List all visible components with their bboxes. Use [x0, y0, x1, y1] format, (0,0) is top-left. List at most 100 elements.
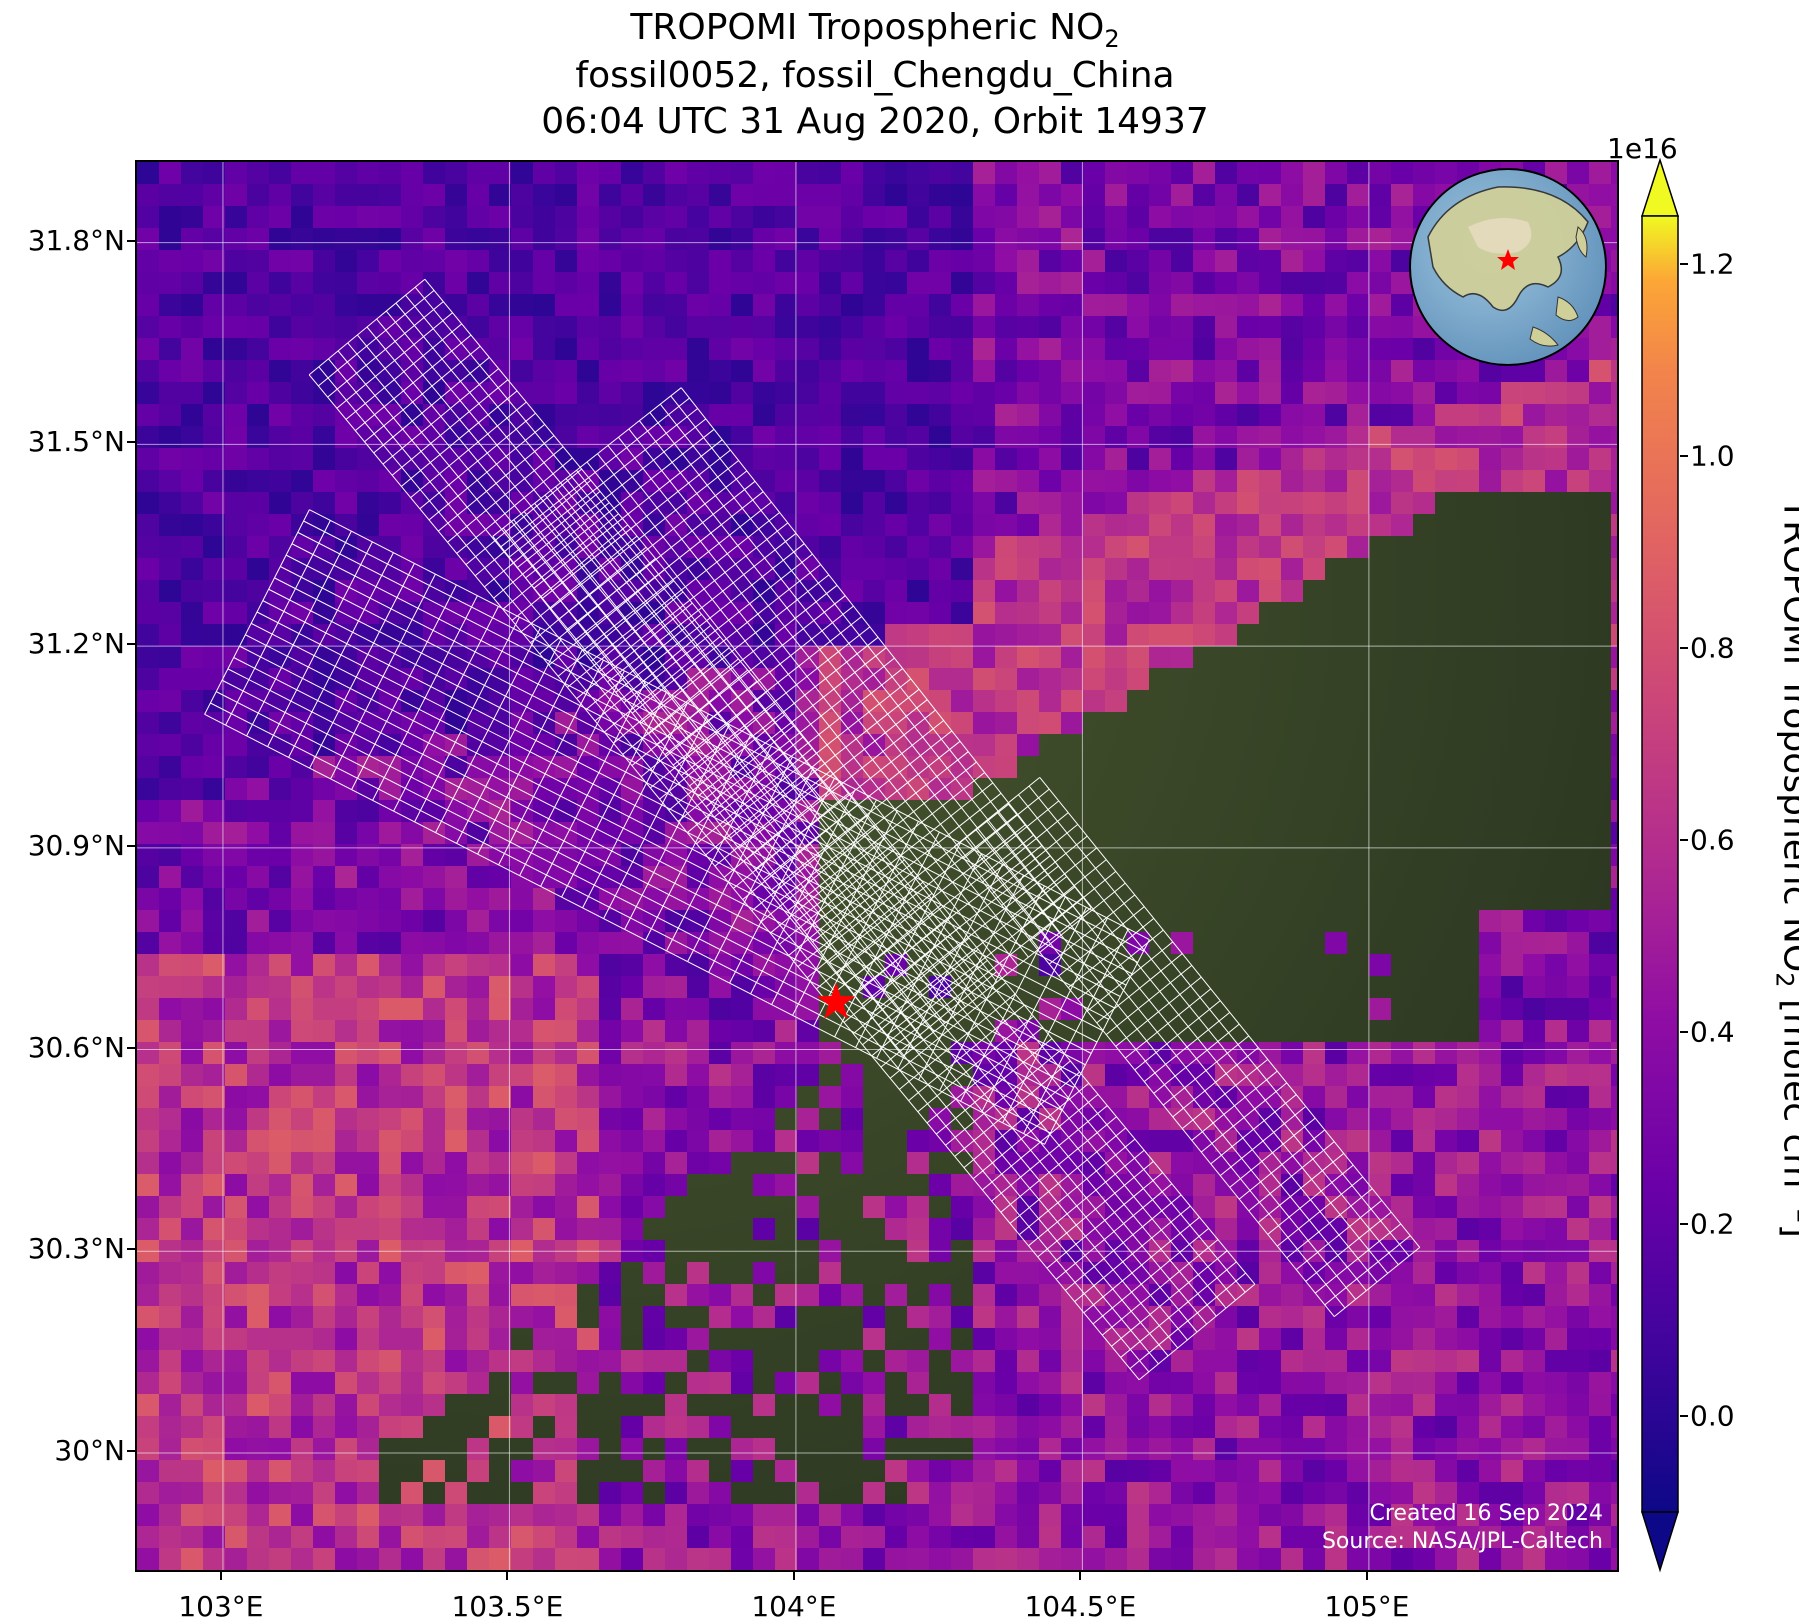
- no2-pixel: [1061, 448, 1083, 470]
- no2-pixel: [1479, 448, 1501, 470]
- no2-pixel: [137, 646, 159, 668]
- no2-pixel: [1259, 580, 1281, 602]
- no2-pixel: [1105, 1174, 1127, 1196]
- no2-pixel: [1457, 1372, 1479, 1394]
- no2-pixel: [467, 1328, 489, 1350]
- no2-pixel: [577, 360, 599, 382]
- no2-pixel: [1149, 250, 1171, 272]
- no2-pixel: [643, 1460, 665, 1482]
- no2-pixel: [1281, 1262, 1303, 1284]
- no2-pixel: [1611, 1174, 1617, 1196]
- no2-pixel: [401, 910, 423, 932]
- longitude-tick: [506, 1572, 509, 1580]
- no2-pixel: [1149, 492, 1171, 514]
- no2-pixel: [1457, 470, 1479, 492]
- no2-pixel: [1501, 1482, 1523, 1504]
- no2-pixel: [225, 756, 247, 778]
- no2-pixel: [1369, 1416, 1391, 1438]
- no2-pixel: [423, 1394, 445, 1416]
- no2-pixel: [819, 734, 841, 756]
- no2-pixel: [1457, 1570, 1479, 1572]
- no2-pixel: [1017, 690, 1039, 712]
- no2-pixel: [291, 844, 313, 866]
- no2-pixel: [1589, 1218, 1611, 1240]
- no2-pixel: [621, 1526, 643, 1548]
- no2-pixel: [445, 360, 467, 382]
- no2-pixel: [1325, 470, 1347, 492]
- no2-pixel: [1105, 470, 1127, 492]
- no2-pixel: [533, 954, 555, 976]
- no2-pixel: [357, 954, 379, 976]
- no2-pixel: [445, 1174, 467, 1196]
- no2-pixel: [137, 1328, 159, 1350]
- no2-pixel: [995, 624, 1017, 646]
- no2-pixel: [995, 272, 1017, 294]
- no2-pixel: [357, 910, 379, 932]
- no2-pixel: [1589, 338, 1611, 360]
- no2-pixel: [1325, 272, 1347, 294]
- no2-pixel: [137, 162, 159, 184]
- no2-pixel: [753, 470, 775, 492]
- no2-pixel: [995, 1394, 1017, 1416]
- no2-pixel: [1171, 602, 1193, 624]
- no2-pixel: [533, 910, 555, 932]
- no2-pixel: [885, 404, 907, 426]
- no2-pixel: [709, 1570, 731, 1572]
- no2-pixel: [291, 360, 313, 382]
- no2-pixel: [137, 690, 159, 712]
- no2-pixel: [907, 1130, 929, 1152]
- no2-pixel: [643, 1196, 665, 1218]
- no2-pixel: [445, 272, 467, 294]
- no2-pixel: [797, 1218, 819, 1240]
- no2-pixel: [1061, 1108, 1083, 1130]
- no2-pixel: [973, 756, 995, 778]
- no2-pixel: [973, 272, 995, 294]
- no2-pixel: [1083, 536, 1105, 558]
- no2-pixel: [313, 338, 335, 360]
- no2-pixel: [225, 624, 247, 646]
- no2-pixel: [269, 1350, 291, 1372]
- no2-pixel: [467, 206, 489, 228]
- no2-pixel: [907, 1196, 929, 1218]
- no2-pixel: [1479, 932, 1501, 954]
- no2-pixel: [1127, 1482, 1149, 1504]
- no2-pixel: [313, 1020, 335, 1042]
- no2-pixel: [929, 1174, 951, 1196]
- no2-pixel: [511, 206, 533, 228]
- no2-pixel: [555, 1350, 577, 1372]
- no2-pixel: [643, 932, 665, 954]
- no2-pixel: [1589, 162, 1611, 184]
- no2-pixel: [159, 1350, 181, 1372]
- no2-pixel: [1567, 448, 1589, 470]
- no2-pixel: [401, 1262, 423, 1284]
- no2-pixel: [1237, 1284, 1259, 1306]
- no2-pixel: [995, 558, 1017, 580]
- no2-pixel: [731, 1020, 753, 1042]
- no2-pixel: [401, 1218, 423, 1240]
- no2-pixel: [181, 1306, 203, 1328]
- no2-pixel: [1259, 1570, 1281, 1572]
- no2-pixel: [863, 316, 885, 338]
- no2-pixel: [1523, 1086, 1545, 1108]
- no2-pixel: [1567, 1306, 1589, 1328]
- no2-pixel: [181, 580, 203, 602]
- no2-pixel: [1611, 1262, 1617, 1284]
- no2-pixel: [1237, 1570, 1259, 1572]
- no2-pixel: [225, 1570, 247, 1572]
- no2-pixel: [1193, 360, 1215, 382]
- no2-pixel: [445, 1548, 467, 1570]
- no2-pixel: [445, 294, 467, 316]
- no2-pixel: [1413, 1372, 1435, 1394]
- no2-pixel: [1435, 1108, 1457, 1130]
- no2-pixel: [357, 272, 379, 294]
- no2-pixel: [269, 690, 291, 712]
- no2-pixel: [467, 316, 489, 338]
- no2-pixel: [1017, 1064, 1039, 1086]
- no2-pixel: [1523, 1504, 1545, 1526]
- no2-pixel: [247, 954, 269, 976]
- no2-pixel: [1523, 998, 1545, 1020]
- no2-pixel: [533, 624, 555, 646]
- no2-pixel: [533, 448, 555, 470]
- no2-pixel: [423, 954, 445, 976]
- no2-pixel: [1347, 514, 1369, 536]
